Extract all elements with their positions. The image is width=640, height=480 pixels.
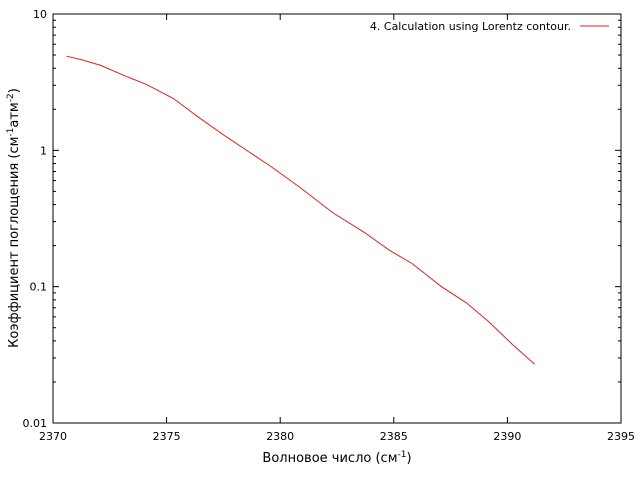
y-axis-label: Коэффициент поглощения (см-1атм-2): [6, 88, 22, 348]
x-tick-label: 2380: [266, 430, 294, 443]
legend-label: 4. Calculation using Lorentz contour.: [370, 20, 571, 33]
x-tick-label: 2390: [493, 430, 521, 443]
x-tick-label: 2395: [607, 430, 635, 443]
x-tick-label: 2375: [153, 430, 181, 443]
x-tick-label: 2385: [380, 430, 408, 443]
series-line: [66, 55, 536, 365]
x-axis-ticks: 2370 2375 2380 2385 2390 2395: [39, 14, 635, 443]
x-axis-label: Волновое число (см-1): [262, 450, 411, 466]
y-tick-label: 0.1: [30, 281, 48, 294]
y-tick-label: 1: [40, 144, 47, 157]
x-tick-label: 2370: [39, 430, 67, 443]
y-tick-label: 10: [33, 8, 47, 21]
plot-frame: [52, 13, 622, 424]
y-axis-ticks: 0.01 0.1 1 10: [23, 8, 621, 430]
y-tick-label: 0.01: [23, 417, 48, 430]
